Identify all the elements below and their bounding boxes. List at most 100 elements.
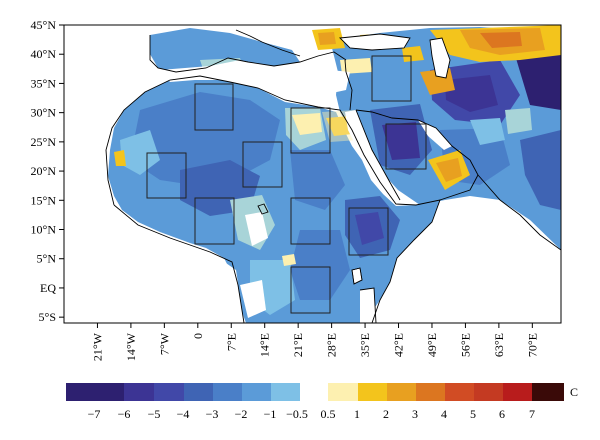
- colorbar-tick-label: 0.5: [321, 407, 336, 421]
- arabian-sea: [392, 205, 561, 323]
- lon-tick-label: 21°E: [291, 333, 305, 357]
- lat-tick-label: 35°N: [31, 76, 57, 90]
- madagascar-gap: [360, 288, 376, 323]
- lat-tick-label: 5°N: [37, 252, 57, 266]
- colorbar-segment: [474, 383, 503, 401]
- lon-tick-label: 56°E: [458, 333, 472, 357]
- region-box: [194, 197, 235, 245]
- colorbar-segment: [184, 383, 213, 401]
- colorbar-segment: [271, 383, 300, 401]
- region-box: [385, 123, 427, 170]
- lon-tick-label: 21°W: [90, 332, 104, 361]
- anomaly-patch: [245, 212, 268, 246]
- region-box: [194, 83, 234, 131]
- lat-tick-label: 30°N: [31, 106, 57, 120]
- europe-landmass: [150, 28, 300, 72]
- anomaly-patch: [436, 158, 462, 182]
- colorbar-tick-label: −1: [264, 407, 277, 421]
- anomaly-patch: [382, 122, 420, 160]
- region-box: [348, 207, 389, 256]
- anomaly-patch: [240, 280, 266, 318]
- lon-tick-label: 35°E: [358, 333, 372, 357]
- colorbar-segment: [358, 383, 387, 401]
- lat-tick-label: 25°N: [31, 135, 57, 149]
- colorbar-segment: [503, 383, 532, 401]
- anomaly-patch: [355, 212, 384, 245]
- black-sea: [340, 34, 410, 50]
- colorbar-tick-label: −5: [148, 407, 161, 421]
- lon-tick-label: 14°W: [124, 332, 138, 361]
- colorbar-tick-label: 7: [529, 407, 535, 421]
- longitude-axis: 21°W 14°W 7°W 0 7°E 14°E 21°E 28°E 35°E 42°E 49°E 5…: [90, 323, 539, 361]
- anomaly-patch: [445, 75, 498, 112]
- anomaly-patch: [470, 118, 505, 145]
- region-box: [290, 107, 331, 154]
- colorbar-tick-label: −7: [88, 407, 101, 421]
- region-box: [242, 141, 283, 188]
- colorbar-tick-label: −2: [235, 407, 248, 421]
- colorbar-tick-label: −4: [177, 407, 190, 421]
- anomaly-patch: [480, 32, 522, 48]
- colorbar-tick-label: 5: [470, 407, 476, 421]
- colorbar-tick-label: −3: [206, 407, 219, 421]
- lat-tick-label: 5°S: [39, 310, 56, 324]
- lon-tick-label: 28°E: [325, 333, 339, 357]
- anomaly-patch: [326, 116, 352, 136]
- anomaly-patch: [340, 58, 372, 74]
- colorbar-segment: [328, 383, 358, 401]
- anomaly-patch: [505, 108, 532, 134]
- anomaly-patch: [520, 130, 561, 210]
- region-box: [146, 152, 187, 199]
- caspian-sea: [430, 38, 450, 78]
- lat-tick-label: 15°N: [31, 193, 57, 207]
- colorbar-segment: [445, 383, 474, 401]
- lon-tick-label: 7°E: [224, 333, 238, 351]
- anomaly-patch: [515, 48, 561, 110]
- anomaly-patch: [120, 130, 160, 175]
- region-box: [290, 197, 331, 245]
- anomaly-patch: [290, 150, 345, 210]
- study-region-boxes: [146, 55, 427, 314]
- lon-tick-label: 7°W: [157, 332, 171, 355]
- lat-tick-label: EQ: [40, 281, 56, 295]
- coastlines: [105, 29, 561, 323]
- anomaly-patch: [318, 32, 336, 45]
- colorbar-segment: [242, 383, 271, 401]
- colorbar-segment: [154, 383, 184, 401]
- lon-tick-label: 42°E: [392, 333, 406, 357]
- lon-tick-label: 70°E: [525, 333, 539, 357]
- lon-tick-label: 0: [191, 333, 205, 339]
- anomaly-patch: [402, 46, 424, 62]
- latitude-axis: 45°N 40°N 35°N 30°N 25°N 20°N 15°N 10°N 5°N EQ 5°S: [31, 18, 64, 324]
- red-sea: [345, 110, 400, 204]
- region-box: [371, 55, 412, 102]
- lat-tick-label: 40°N: [31, 47, 57, 61]
- colorbar-tick-label: 6: [499, 407, 505, 421]
- mediterranean-sea: [160, 60, 350, 96]
- anomaly-patch: [292, 113, 322, 135]
- colorbar-segment: [532, 383, 564, 401]
- lat-tick-label: 10°N: [31, 223, 57, 237]
- colorbar: −7 −6 −5 −4 −3 −2 −1 −0.5 0.5 1 2 3 4 5 6 7 C: [66, 383, 578, 421]
- colorbar-unit-label: C: [570, 385, 578, 399]
- map-data-layer: [64, 25, 561, 323]
- lat-tick-label: 45°N: [31, 18, 57, 32]
- anomaly-patch: [282, 254, 296, 266]
- colorbar-tick-label: −6: [118, 407, 131, 421]
- anomaly-patch: [290, 230, 350, 300]
- colorbar-tick-label: 2: [383, 407, 389, 421]
- lon-tick-label: 49°E: [425, 333, 439, 357]
- colorbar-segment: [416, 383, 445, 401]
- colorbar-tick-label: −0.5: [286, 407, 308, 421]
- colorbar-tick-label: 3: [412, 407, 418, 421]
- lat-tick-label: 20°N: [31, 164, 57, 178]
- colorbar-tick-label: 1: [354, 407, 360, 421]
- colorbar-segment: [66, 383, 124, 401]
- colorbar-segment: [387, 383, 416, 401]
- lon-tick-label: 14°E: [258, 333, 272, 357]
- lon-tick-label: 63°E: [492, 333, 506, 357]
- map-frame: [63, 24, 562, 324]
- colorbar-tick-label: 4: [441, 407, 447, 421]
- colorbar-segment: [124, 383, 154, 401]
